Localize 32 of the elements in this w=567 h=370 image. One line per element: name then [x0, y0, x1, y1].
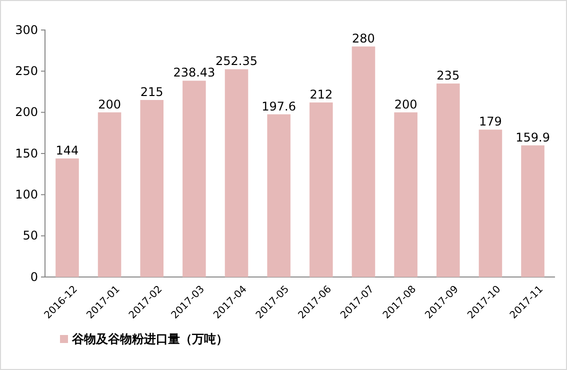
y-tick-label: 50 — [22, 228, 38, 243]
bar — [352, 46, 376, 277]
data-label: 212 — [310, 87, 333, 102]
bar — [310, 102, 333, 277]
bar — [224, 69, 248, 277]
bar — [140, 100, 164, 277]
legend-label: 谷物及谷物粉进口量（万吨） — [71, 332, 228, 346]
data-label: 200 — [394, 97, 418, 112]
data-label: 252.35 — [216, 54, 258, 68]
bar — [56, 158, 79, 277]
data-label: 200 — [98, 97, 121, 112]
bar — [394, 112, 418, 277]
bar — [478, 130, 502, 277]
y-tick-label: 0 — [30, 270, 38, 284]
data-label: 179 — [479, 114, 502, 129]
data-label: 197.6 — [262, 99, 296, 114]
data-label: 280 — [352, 31, 375, 46]
data-label: 215 — [140, 84, 164, 99]
bar — [436, 84, 460, 277]
y-tick-label: 150 — [15, 146, 38, 160]
data-label: 144 — [56, 143, 79, 158]
bar — [521, 145, 544, 277]
data-label: 235 — [436, 68, 460, 83]
data-label: 159.9 — [516, 130, 550, 144]
bar — [267, 114, 290, 277]
bar — [98, 112, 122, 277]
y-tick-label: 200 — [15, 105, 38, 120]
data-label: 238.43 — [173, 66, 216, 80]
y-tick-label: 100 — [15, 188, 38, 202]
bar — [182, 80, 206, 277]
y-tick-label: 300 — [15, 22, 38, 37]
y-tick-label: 250 — [15, 64, 38, 78]
